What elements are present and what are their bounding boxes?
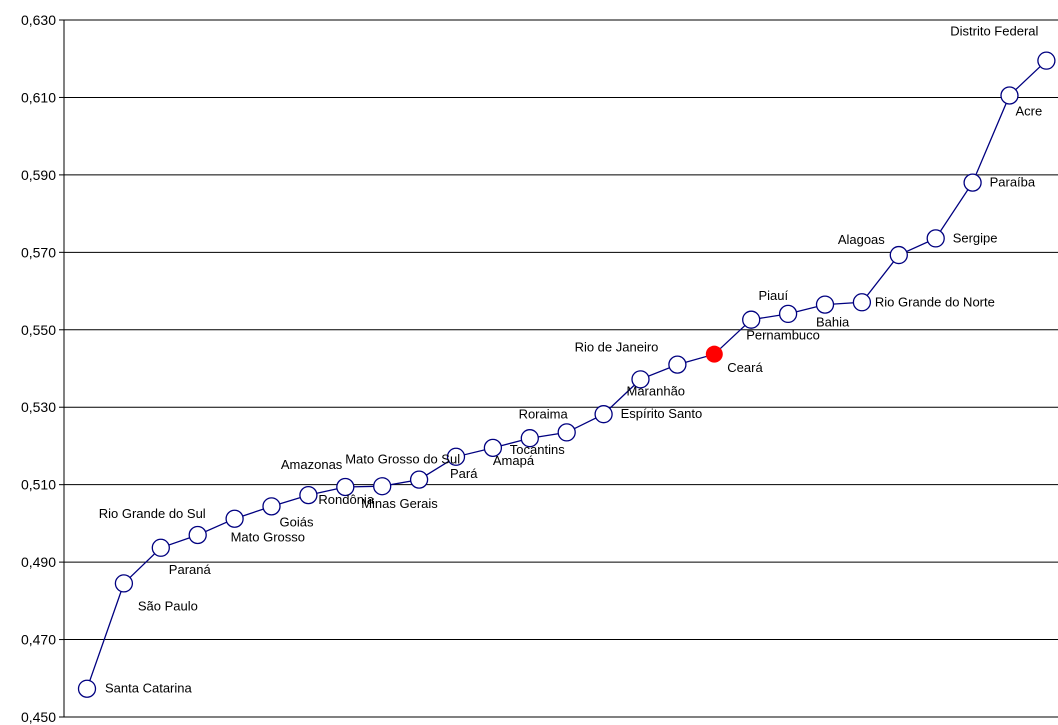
- data-point: [889, 245, 908, 265]
- data-label: Rio Grande do Norte: [875, 294, 995, 309]
- data-point: [963, 173, 982, 192]
- data-point: [299, 485, 318, 505]
- data-label: Pará: [450, 466, 478, 481]
- data-point: [926, 229, 945, 248]
- data-point: [188, 525, 207, 545]
- y-tick-label: 0,450: [21, 709, 56, 725]
- data-label: Amapá: [493, 453, 535, 468]
- data-label: Sergipe: [953, 230, 998, 245]
- data-point: [520, 429, 539, 448]
- data-point: [668, 355, 687, 374]
- data-point: [373, 477, 392, 496]
- data-point: [594, 405, 613, 424]
- data-point: [409, 470, 429, 489]
- data-label: Acre: [1016, 104, 1043, 119]
- y-tick-label: 0,590: [21, 167, 56, 183]
- data-label: Roraima: [519, 406, 569, 421]
- data-label: Rondônia: [318, 492, 374, 507]
- data-label: Goiás: [280, 514, 314, 529]
- y-tick-label: 0,550: [21, 322, 56, 338]
- data-label: Bahia: [816, 315, 850, 330]
- y-tick-label: 0,470: [21, 632, 56, 648]
- data-label: Amazonas: [281, 457, 343, 472]
- data-label: Pernambuco: [746, 328, 820, 343]
- data-point: [631, 370, 650, 389]
- data-point: [742, 310, 761, 329]
- data-label: Ceará: [727, 360, 763, 375]
- data-point: [1000, 86, 1019, 105]
- data-point: [778, 304, 798, 324]
- data-point: [262, 497, 281, 516]
- y-axis: 0,450 0,470 0,490 0,510 0,530 0,550 0,570 0,590…: [21, 12, 65, 725]
- data-point: [446, 447, 466, 466]
- y-tick-label: 0,490: [21, 554, 56, 570]
- y-tick-label: 0,570: [21, 244, 56, 260]
- data-point: [336, 477, 355, 497]
- data-label: Paraíba: [990, 175, 1036, 190]
- data-point: [151, 538, 170, 557]
- data-point: [815, 295, 835, 314]
- data-label: Mato Grosso do Sul: [345, 452, 460, 467]
- data-label: Paraná: [169, 562, 212, 577]
- data-point: [114, 574, 134, 593]
- data-point: [557, 423, 576, 442]
- data-label: Espírito Santo: [621, 406, 703, 421]
- data-point: [225, 509, 244, 528]
- data-label: Piauí: [758, 288, 788, 303]
- data-point-highlight: [705, 345, 723, 363]
- data-label: Tocantins: [510, 442, 565, 457]
- gridlines: [64, 19, 1058, 718]
- y-tick-label: 0,510: [21, 477, 56, 493]
- y-tick-label: 0,530: [21, 399, 56, 415]
- data-label: Rio de Janeiro: [575, 340, 659, 355]
- series-polyline: [86, 60, 1047, 689]
- data-point: [483, 438, 503, 458]
- data-label: Maranhão: [627, 383, 686, 398]
- data-label: São Paulo: [138, 598, 198, 613]
- data-points: [77, 51, 1056, 698]
- data-point: [1037, 51, 1056, 70]
- data-label: Mato Grosso: [231, 530, 305, 545]
- data-label: Rio Grande do Sul: [99, 506, 206, 521]
- series-line: [86, 60, 1047, 689]
- data-labels: Santa Catarina São Paulo Paraná Rio Grande …: [99, 24, 1042, 696]
- data-label: Minas Gerais: [361, 496, 438, 511]
- data-label: Alagoas: [838, 232, 885, 247]
- data-label: Santa Catarina: [105, 681, 192, 696]
- data-point: [852, 293, 872, 312]
- data-label: Distrito Federal: [950, 24, 1038, 39]
- y-tick-label: 0,630: [21, 12, 56, 28]
- y-tick-label: 0,610: [21, 89, 56, 105]
- data-point: [77, 679, 97, 698]
